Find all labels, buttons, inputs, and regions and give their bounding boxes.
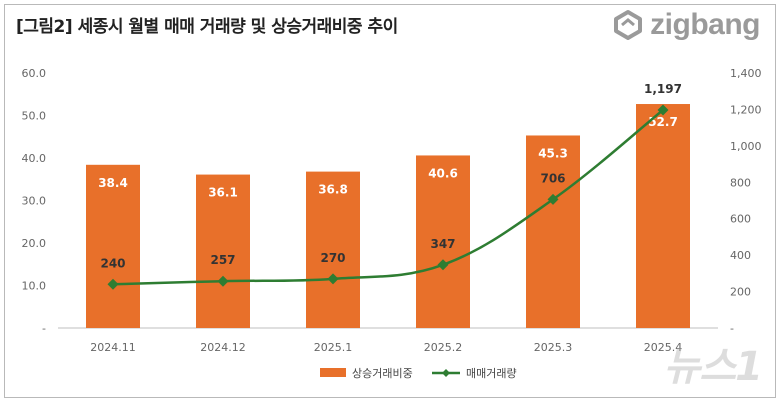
y-left-tick-label: 50.0 (22, 110, 47, 123)
bar-data-label: 38.4 (98, 176, 128, 190)
line-point-marker (547, 193, 559, 205)
bar-data-label: 52.7 (648, 115, 678, 129)
brand-logo: zigbang (612, 8, 760, 42)
x-tick-label: 2024.11 (90, 341, 136, 354)
bar (526, 135, 580, 328)
x-tick-label: 2024.12 (200, 341, 246, 354)
x-tick-label: 2025.2 (424, 341, 463, 354)
line-data-label: 347 (430, 237, 455, 251)
y-right-tick-label: 400 (730, 249, 751, 262)
y-right-tick-label: 200 (730, 286, 751, 299)
y-right-tick-label: 600 (730, 213, 751, 226)
line-data-label: 270 (320, 251, 345, 265)
y-right-tick-label: - (730, 322, 734, 335)
x-tick-label: 2025.3 (534, 341, 573, 354)
bar (86, 164, 140, 328)
x-tick-label: 2025.4 (644, 341, 683, 354)
chart-title: [그림2] 세종시 월별 매매 거래량 및 상승거래비중 추이 (16, 17, 398, 37)
bar-data-label: 40.6 (428, 166, 458, 180)
bar (636, 104, 690, 329)
bar-data-label: 45.3 (538, 146, 568, 160)
chart-frame (4, 4, 776, 398)
y-right-tick-label: 1,000 (730, 140, 762, 153)
line-point-marker (437, 259, 449, 271)
y-left-tick-label: 60.0 (22, 67, 47, 80)
y-left-tick-label: 10.0 (22, 280, 47, 293)
bar (416, 155, 470, 328)
y-right-tick-label: 1,200 (730, 103, 762, 116)
line-point-marker (217, 275, 229, 287)
legend-label-line: 매매거래량 (466, 367, 517, 380)
x-tick-label: 2025.1 (314, 341, 353, 354)
line-point-marker (107, 278, 119, 290)
bar (306, 171, 360, 328)
line-point-marker (657, 104, 669, 116)
y-left-tick-label: 40.0 (22, 152, 47, 165)
y-left-tick-label: 30.0 (22, 195, 47, 208)
bar-data-label: 36.8 (318, 183, 348, 197)
legend-swatch-bar (320, 368, 346, 377)
line-data-label: 240 (100, 256, 125, 270)
line-data-label: 1,197 (644, 82, 682, 96)
legend-label-bar: 상승거래비중 (352, 367, 413, 380)
brand-name: zigbang (650, 8, 760, 41)
y-right-tick-label: 800 (730, 176, 751, 189)
legend-marker-line (442, 369, 450, 377)
y-right-tick-label: 1,400 (730, 67, 762, 80)
zigbang-logo-icon (614, 10, 643, 40)
line-data-label: 706 (540, 171, 565, 185)
y-left-tick-label: 20.0 (22, 237, 47, 250)
bar (196, 174, 250, 328)
y-left-tick-label: - (42, 322, 46, 335)
line-point-marker (327, 273, 339, 285)
line-data-label: 257 (210, 253, 235, 267)
line-series-path (112, 109, 664, 286)
watermark: 뉴스1 (663, 344, 763, 390)
bar-data-label: 36.1 (208, 186, 238, 200)
